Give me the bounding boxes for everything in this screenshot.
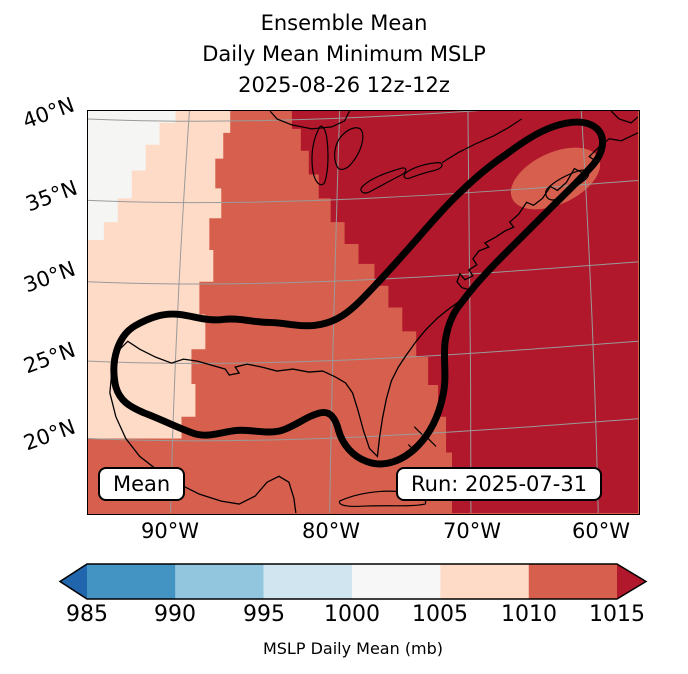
- title-line-1: Ensemble Mean: [260, 11, 428, 35]
- title-line-2: Daily Mean Minimum MSLP: [202, 42, 486, 66]
- colorbar-svg: [58, 563, 648, 600]
- colorbar-tick-1015: 1015: [589, 602, 645, 627]
- colorbar-label: MSLP Daily Mean (mb): [262, 639, 444, 658]
- lon-tick-label-80w: 80°W: [302, 519, 360, 543]
- great-lakes: [269, 111, 522, 194]
- colorbar-over-arrow: [617, 564, 646, 599]
- nova-scotia: [545, 169, 590, 201]
- mslp-1000-1005-region: [88, 111, 176, 241]
- lon-tick-label-90w: 90°W: [141, 519, 199, 543]
- colorbar-tick-990: 990: [154, 602, 196, 627]
- colorbar-tick-995: 995: [243, 602, 285, 627]
- colorbar-segment-1000-1005: [352, 564, 441, 599]
- colorbar-segment-1010-1015: [528, 564, 618, 599]
- run-date-box: Run: 2025-07-31: [396, 467, 603, 501]
- title-line-3: 2025-08-26 12z-12z: [238, 73, 450, 97]
- lat-tick-label-35n: 35°N: [22, 175, 81, 217]
- colorbar-tick-1010: 1010: [501, 602, 557, 627]
- lat-tick-label-20n: 20°N: [20, 414, 79, 456]
- mslp-nova-scotia-pocket: [510, 147, 601, 210]
- colorbar-tick-985: 985: [66, 602, 108, 627]
- colorbar-segment-995-1000: [263, 564, 353, 599]
- colorbar-segment-990-995: [175, 564, 264, 599]
- gridlines: [88, 111, 638, 513]
- coastlines: [109, 111, 638, 513]
- mslp-map-svg: [88, 111, 638, 513]
- lon-tick-label-60w: 60°W: [572, 519, 630, 543]
- mean-label-box: Mean: [98, 467, 186, 501]
- figure-title: Ensemble Mean Daily Mean Minimum MSLP 20…: [0, 8, 688, 101]
- colorbar-outline: [58, 563, 648, 600]
- colorbar-segment-985-990: [87, 564, 176, 599]
- colorbar-segment-1005-1010: [440, 564, 529, 599]
- map-plot: [87, 110, 640, 515]
- lat-tick-label-30n: 30°N: [20, 256, 79, 298]
- colorbar-tick-1005: 1005: [412, 602, 468, 627]
- tracking-region-outline: [110, 118, 606, 468]
- colorbar-under-arrow: [60, 564, 87, 599]
- lat-tick-label-25n: 25°N: [20, 337, 79, 379]
- colorbar: [57, 563, 649, 600]
- colorbar-tick-1000: 1000: [324, 602, 380, 627]
- cuba-bahamas: [338, 426, 437, 507]
- lon-tick-label-70w: 70°W: [443, 519, 501, 543]
